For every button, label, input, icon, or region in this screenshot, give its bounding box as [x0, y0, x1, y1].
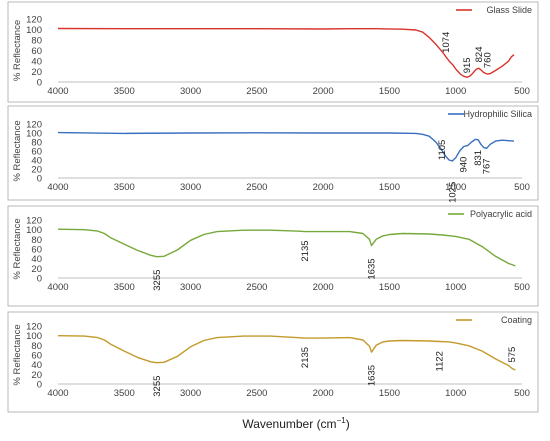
- panel-1-y-tick-label: 120: [26, 15, 42, 26]
- panel-1-series-line: [57, 27, 515, 78]
- panel-4-y-tick-label: 60: [31, 351, 42, 362]
- panel-3-x-tick-label: 1500: [379, 282, 400, 293]
- panel-4-y-tick-label: 120: [26, 322, 42, 333]
- panel-4-x-axis-label: Wavenumber (cm−1): [242, 416, 349, 431]
- panel-3-y-tick-label: 20: [31, 264, 42, 275]
- panel-3-y-tick-label: 60: [31, 245, 42, 256]
- panel-2-y-tick-label: 20: [31, 165, 42, 176]
- panel-4-x-tick-label: 1000: [445, 388, 466, 399]
- panel-2-y-tick-label: 100: [26, 129, 42, 140]
- panel-1-y-axis-label: % Reflectance: [12, 20, 23, 81]
- panel-3-legend-label: Polyacrylic acid: [470, 209, 532, 219]
- panel-4-x-tick-label: 2000: [313, 388, 334, 399]
- panel-3-x-tick-label: 500: [514, 282, 530, 293]
- panel-3-x-tick-label: 1000: [445, 282, 466, 293]
- panel-2-x-tick-label: 3500: [114, 182, 135, 193]
- panel-1-x-tick-label: 2000: [313, 86, 334, 97]
- panel-2-legend-label: Hydrophilic Silica: [463, 109, 532, 119]
- panel-4-x-tick-label: 3000: [180, 388, 201, 399]
- panel-4-x-tick-label: 1500: [379, 388, 400, 399]
- panel-4-legend-label: Coating: [501, 315, 532, 325]
- panel-4-y-tick-label: 20: [31, 370, 42, 381]
- panel-4-y-tick-label: 40: [31, 360, 42, 371]
- x-axis-label-end: ): [346, 417, 350, 431]
- panel-4-x-tick-label: 3500: [114, 388, 135, 399]
- panel-2-y-tick-label: 80: [31, 138, 42, 149]
- panel-4-peak-label: 3255: [152, 376, 163, 397]
- panel-4-peak-label: 1635: [367, 365, 378, 386]
- panel-4-series-line: [57, 335, 516, 371]
- panel-2-peak-label: 767: [482, 158, 493, 174]
- panel-2-x-tick-label: 3000: [180, 182, 201, 193]
- panel-1-y-tick-label: 0: [37, 78, 42, 89]
- panel-3-x-tick-label: 2000: [313, 282, 334, 293]
- panel-1-x-tick-label: 3000: [180, 86, 201, 97]
- panel-2-series-line: [57, 131, 515, 162]
- panel-2-y-tick-label: 60: [31, 147, 42, 158]
- panel-3-y-tick-label: 40: [31, 254, 42, 265]
- panel-4-x-tick-label: 2500: [246, 388, 267, 399]
- panel-2-y-axis-label: % Reflectance: [12, 120, 23, 181]
- panel-3-series-line: [57, 228, 516, 267]
- panel-3-y-tick-label: 100: [26, 225, 42, 236]
- panel-2-x-tick-label: 2500: [246, 182, 267, 193]
- panel-4-x-tick-label: 500: [514, 388, 530, 399]
- panel-2-x-tick-label: 2000: [313, 182, 334, 193]
- panel-1-peak-label: 824: [474, 46, 485, 62]
- panel-3-peak-label: 2135: [300, 240, 311, 261]
- panel-1-x-tick-label: 500: [514, 86, 530, 97]
- panel-2-y-tick-label: 120: [26, 120, 42, 131]
- panel-2-x-tick-label: 1500: [379, 182, 400, 193]
- panel-1-x-tick-label: 1500: [379, 86, 400, 97]
- panel-3-y-tick-label: 80: [31, 235, 42, 246]
- x-axis-label-superscript: −1: [337, 416, 347, 425]
- panel-4-peak-label: 2135: [300, 347, 311, 368]
- panel-4-frame: [7, 311, 539, 413]
- panel-1-y-tick-label: 40: [31, 57, 42, 68]
- panel-2-peak-label: 940: [459, 157, 470, 173]
- panel-3-x-tick-label: 3500: [114, 282, 135, 293]
- panel-2-x-tick-label: 1000: [445, 182, 466, 193]
- panel-3-y-axis-label: % Reflectance: [12, 218, 23, 279]
- panel-4-y-tick-label: 0: [37, 380, 42, 391]
- x-axis-label-main: Wavenumber (cm: [242, 417, 336, 431]
- panel-1-peak-label: 760: [483, 52, 494, 68]
- panel-3-peak-label: 3255: [152, 270, 163, 291]
- panel-1-y-tick-label: 20: [31, 67, 42, 78]
- panel-2-frame: [7, 105, 539, 201]
- panel-3-peak-label: 1635: [367, 258, 378, 279]
- panel-3-x-tick-label: 4000: [47, 282, 68, 293]
- panel-1-peak-label: 915: [462, 57, 473, 73]
- panel-1-y-tick-label: 60: [31, 46, 42, 57]
- panel-4-y-axis-label: % Reflectance: [12, 324, 23, 385]
- panel-1-peak-label: 1074: [441, 32, 452, 53]
- panel-3-y-tick-label: 120: [26, 216, 42, 227]
- panel-2-peak-label: 1105: [437, 140, 448, 160]
- panel-2-peak-label: 831: [473, 150, 484, 166]
- panel-2-x-tick-label: 4000: [47, 182, 68, 193]
- panel-1-x-tick-label: 1000: [445, 86, 466, 97]
- panel-4-y-tick-label: 80: [31, 341, 42, 352]
- panel-3-frame: [7, 205, 539, 307]
- panel-2-y-tick-label: 40: [31, 156, 42, 167]
- panel-1-legend-label: Glass Slide: [486, 5, 532, 15]
- panel-1-frame: [7, 1, 539, 103]
- panel-2-peak-label: 1025: [447, 182, 458, 203]
- panel-4-peak-label: 1122: [435, 351, 446, 371]
- panel-4-x-tick-label: 4000: [47, 388, 68, 399]
- panel-1-x-tick-label: 3500: [114, 86, 135, 97]
- panel-1-y-tick-label: 80: [31, 36, 42, 47]
- panel-3-x-tick-label: 2500: [246, 282, 267, 293]
- panel-3-y-tick-label: 0: [37, 274, 42, 285]
- panel-2-x-tick-label: 500: [514, 182, 530, 193]
- panel-1-x-tick-label: 4000: [47, 86, 68, 97]
- panel-1-x-tick-label: 2500: [246, 86, 267, 97]
- panel-4-y-tick-label: 100: [26, 331, 42, 342]
- panel-3-x-tick-label: 3000: [180, 282, 201, 293]
- panel-4-peak-label: 575: [507, 347, 518, 363]
- panel-2-y-tick-label: 0: [37, 174, 42, 185]
- panel-1-y-tick-label: 100: [26, 25, 42, 36]
